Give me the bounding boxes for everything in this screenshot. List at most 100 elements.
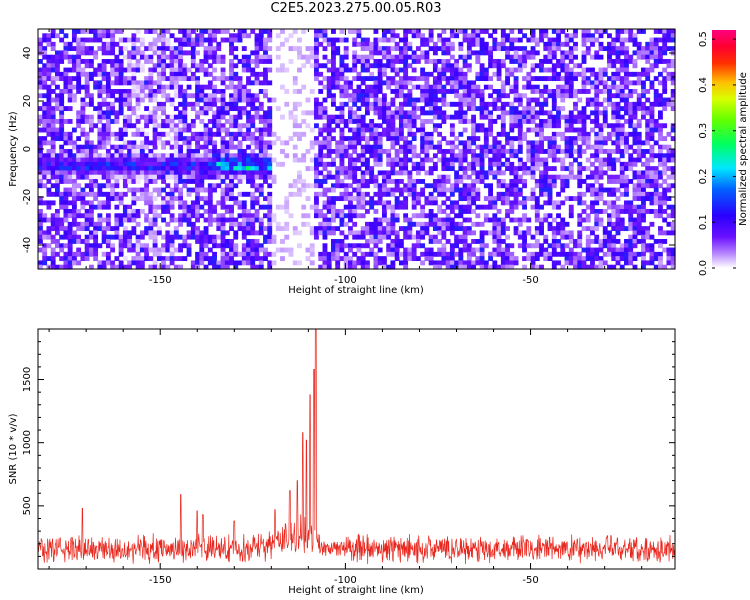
- heatmap-cell: [241, 136, 247, 142]
- heatmap-cell: [314, 114, 319, 120]
- heatmap-cell: [517, 144, 523, 150]
- heatmap-cell: [390, 110, 396, 116]
- heatmap-cell: [275, 247, 281, 253]
- heatmap-cell: [216, 264, 222, 270]
- heatmap-cell: [169, 230, 175, 236]
- heatmap-cell: [348, 247, 353, 253]
- heatmap-cell: [369, 166, 375, 172]
- heatmap-cell: [424, 140, 430, 146]
- heatmap-cell: [522, 106, 527, 112]
- heatmap-cell: [364, 63, 370, 69]
- heatmap-cell: [233, 157, 239, 163]
- heatmap-cell: [598, 136, 604, 142]
- heatmap-cell: [284, 196, 290, 202]
- heatmap-cell: [624, 226, 629, 232]
- heatmap-cell: [195, 200, 200, 206]
- heatmap-cell: [267, 166, 273, 172]
- heatmap-cell: [263, 54, 268, 60]
- heatmap-cell: [178, 101, 183, 107]
- heatmap-cell: [314, 33, 319, 39]
- heatmap-cell: [364, 41, 370, 47]
- heatmap-cell: [509, 183, 515, 189]
- heatmap-cell: [314, 110, 319, 116]
- heatmap-cell: [195, 93, 200, 99]
- heatmap-cell: [131, 144, 137, 150]
- heatmap-cell: [377, 226, 383, 232]
- heatmap-cell: [619, 63, 625, 69]
- heatmap-cell: [543, 191, 549, 197]
- heatmap-cell: [466, 140, 472, 146]
- heatmap-cell: [466, 174, 472, 180]
- heatmap-cell: [178, 37, 183, 43]
- heatmap-cell: [407, 179, 413, 184]
- heatmap-cell: [309, 140, 315, 146]
- heatmap-cell: [88, 119, 94, 124]
- heatmap-cell: [577, 256, 583, 262]
- heatmap-cell: [407, 97, 413, 103]
- heatmap-cell: [390, 63, 396, 69]
- heatmap-cell: [148, 76, 154, 82]
- heatmap-cell: [331, 251, 336, 257]
- heatmap-cell: [594, 239, 600, 244]
- heatmap-cell: [615, 59, 621, 64]
- heatmap-cell: [479, 29, 485, 34]
- heatmap-cell: [127, 179, 133, 184]
- heatmap-cell: [229, 221, 234, 227]
- heatmap-cell: [573, 71, 578, 77]
- heatmap-cell: [88, 63, 94, 69]
- heatmap-cell: [556, 84, 561, 90]
- heatmap-cell: [122, 234, 128, 240]
- heatmap-cell: [564, 140, 570, 146]
- heatmap-cell: [428, 97, 434, 103]
- heatmap-cell: [496, 41, 502, 47]
- heatmap-cell: [50, 260, 56, 266]
- heatmap-cell: [241, 29, 247, 34]
- heatmap-cell: [513, 106, 519, 112]
- heatmap-cell: [432, 161, 438, 167]
- heatmap-cell: [46, 179, 52, 184]
- heatmap-cell: [360, 123, 366, 129]
- heatmap-cell: [590, 110, 595, 116]
- heatmap-cell: [118, 50, 124, 56]
- heatmap-cell: [454, 153, 460, 159]
- heatmap-cell: [76, 114, 82, 120]
- heatmap-cell: [38, 41, 43, 47]
- heatmap-cell: [479, 97, 485, 103]
- heatmap-cell: [619, 84, 625, 90]
- heatmap-cell: [161, 200, 166, 206]
- heatmap-cell: [297, 131, 302, 137]
- heatmap-cell: [619, 161, 625, 167]
- heatmap-cell: [173, 196, 179, 202]
- heatmap-cell: [241, 174, 247, 180]
- heatmap-cell: [466, 209, 472, 214]
- heatmap-cell: [415, 153, 421, 159]
- heatmap-cell: [611, 264, 617, 270]
- heatmap-cell: [152, 93, 158, 99]
- heatmap-cell: [42, 200, 48, 206]
- heatmap-cell: [169, 166, 175, 172]
- heatmap-cell: [398, 149, 404, 154]
- heatmap-cell: [314, 50, 319, 56]
- heatmap-cell: [84, 221, 90, 227]
- heatmap-cell: [369, 106, 375, 112]
- heatmap-cell: [233, 260, 239, 266]
- heatmap-cell: [411, 59, 417, 64]
- heatmap-cell: [76, 63, 82, 69]
- heatmap-cell: [509, 71, 515, 77]
- heatmap-cell: [199, 97, 205, 103]
- heatmap-cell: [530, 204, 536, 210]
- heatmap-cell: [505, 234, 510, 240]
- heatmap-cell: [509, 110, 515, 116]
- heatmap-cell: [615, 230, 621, 236]
- heatmap-cell: [441, 149, 447, 154]
- heatmap-cell: [581, 191, 587, 197]
- heatmap-cell: [403, 144, 409, 150]
- heatmap-cell: [517, 110, 523, 116]
- heatmap-cell: [144, 80, 150, 86]
- heatmap-cell: [479, 114, 485, 120]
- heatmap-cell: [505, 251, 510, 257]
- heatmap-cell: [348, 80, 353, 86]
- heatmap-cell: [411, 33, 417, 39]
- heatmap-cell: [534, 144, 540, 150]
- heatmap-cell: [598, 149, 604, 154]
